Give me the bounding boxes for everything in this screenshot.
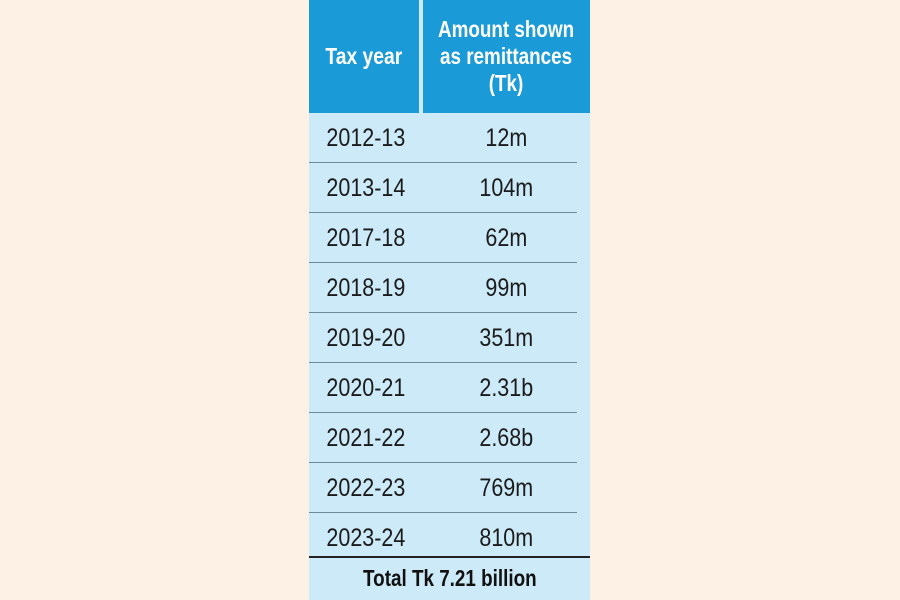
table-row: 2020-21 2.31b <box>309 363 590 413</box>
table-header: Tax year Amount shown as remittances (Tk… <box>309 0 590 113</box>
table-row: 2013-14 104m <box>309 163 590 213</box>
cell-amount-text: 99m <box>485 274 528 302</box>
cell-tax-year: 2020-21 <box>309 363 423 413</box>
cell-amount: 62m <box>423 213 590 263</box>
table-row: 2019-20 351m <box>309 313 590 363</box>
cell-tax-year-text: 2020-21 <box>326 374 406 402</box>
cell-tax-year-text: 2021-22 <box>326 424 406 452</box>
cell-tax-year: 2018-19 <box>309 263 423 313</box>
cell-amount-text: 2.31b <box>479 374 534 402</box>
table-row: 2018-19 99m <box>309 263 590 313</box>
cell-amount: 104m <box>423 163 590 213</box>
row-separator <box>309 462 577 463</box>
cell-tax-year-text: 2019-20 <box>326 324 406 352</box>
cell-amount-text: 62m <box>485 224 528 252</box>
total-row: Total Tk 7.21 billion <box>309 558 590 600</box>
cell-amount: 2.68b <box>423 413 590 463</box>
cell-tax-year: 2021-22 <box>309 413 423 463</box>
header-amount-label: Amount shown as remittances (Tk) <box>438 16 575 96</box>
remittance-table: Tax year Amount shown as remittances (Tk… <box>309 0 590 600</box>
cell-amount: 99m <box>423 263 590 313</box>
cell-amount: 12m <box>423 113 590 163</box>
cell-tax-year: 2022-23 <box>309 463 423 513</box>
table-row: 2021-22 2.68b <box>309 413 590 463</box>
header-tax-year-label: Tax year <box>325 43 403 69</box>
table-row: 2023-24 810m <box>309 513 590 563</box>
cell-tax-year-text: 2012-13 <box>326 124 406 152</box>
cell-tax-year: 2023-24 <box>309 513 423 563</box>
cell-amount: 2.31b <box>423 363 590 413</box>
table-row: 2022-23 769m <box>309 463 590 513</box>
row-separator <box>309 162 577 163</box>
cell-amount: 351m <box>423 313 590 363</box>
row-separator <box>309 312 577 313</box>
row-separator <box>309 262 577 263</box>
cell-tax-year-text: 2017-18 <box>326 224 406 252</box>
cell-tax-year-text: 2022-23 <box>326 474 406 502</box>
cell-tax-year-text: 2023-24 <box>326 524 406 552</box>
cell-tax-year: 2012-13 <box>309 113 423 163</box>
cell-tax-year-text: 2018-19 <box>326 274 406 302</box>
row-separator <box>309 212 577 213</box>
table-row: 2012-13 12m <box>309 113 590 163</box>
cell-tax-year-text: 2013-14 <box>326 174 406 202</box>
cell-amount: 810m <box>423 513 590 563</box>
total-label: Total Tk 7.21 billion <box>362 565 537 591</box>
row-separator <box>309 412 577 413</box>
cell-tax-year: 2019-20 <box>309 313 423 363</box>
table-row: 2017-18 62m <box>309 213 590 263</box>
total-divider <box>309 556 590 558</box>
cell-tax-year: 2013-14 <box>309 163 423 213</box>
row-separator <box>309 362 577 363</box>
cell-amount-text: 12m <box>485 124 528 152</box>
cell-amount-text: 810m <box>479 524 534 552</box>
header-tax-year: Tax year <box>309 0 419 113</box>
cell-amount-text: 104m <box>479 174 534 202</box>
row-separator <box>309 512 577 513</box>
cell-amount-text: 769m <box>479 474 534 502</box>
cell-amount: 769m <box>423 463 590 513</box>
header-amount: Amount shown as remittances (Tk) <box>423 0 590 113</box>
cell-tax-year: 2017-18 <box>309 213 423 263</box>
cell-amount-text: 351m <box>479 324 534 352</box>
cell-amount-text: 2.68b <box>479 424 534 452</box>
